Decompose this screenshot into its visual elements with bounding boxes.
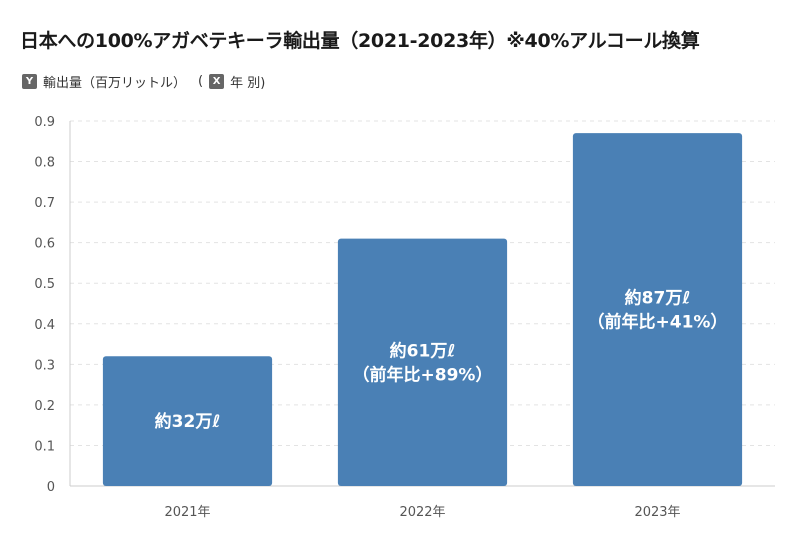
- bar: [102, 356, 273, 486]
- axis-legend-paren: (: [198, 74, 204, 89]
- chart-title: 日本への100%アガベテキーラ輸出量（2021-2023年）※40%アルコール換…: [20, 30, 700, 52]
- bar: [572, 133, 743, 486]
- y-tick-label: 0.6: [34, 237, 55, 252]
- x-tick-label: 2022年: [399, 505, 445, 520]
- bar-data-label: （前年比+41%）: [588, 312, 728, 333]
- y-tick-label: 0.9: [34, 115, 55, 130]
- x-axis-ticks: 2021年 2022年 2023年: [164, 505, 680, 520]
- y-axis-legend-label: 輸出量（百万リットル）: [43, 76, 187, 91]
- y-tick-label: 0.3: [34, 358, 55, 373]
- x-tick-label: 2023年: [634, 505, 680, 520]
- y-axis-badge: Y: [22, 74, 37, 89]
- y-tick-label: 0.7: [34, 196, 55, 211]
- x-axis-badge: X: [209, 74, 225, 89]
- y-tick-label: 0.1: [34, 439, 55, 454]
- x-axis-legend-label: 年 別): [230, 76, 266, 91]
- y-tick-label: 0.5: [34, 277, 55, 292]
- bars: 約32万ℓ 約61万ℓ （前年比+89%） 約87万ℓ （前年比+41%）: [102, 133, 743, 486]
- bar-data-label: 約87万ℓ: [625, 288, 691, 309]
- y-axis-ticks: 0 0.1 0.2 0.3 0.4 0.5 0.6 0.7 0.8 0.9: [34, 115, 55, 495]
- bar: [337, 238, 508, 486]
- y-tick-label: 0.4: [34, 318, 55, 333]
- bar-data-label: （前年比+89%）: [353, 364, 493, 385]
- y-tick-label: 0.8: [34, 156, 55, 171]
- y-tick-label: 0.2: [34, 399, 55, 414]
- bar-data-label: 約32万ℓ: [155, 411, 221, 432]
- x-tick-label: 2021年: [164, 505, 210, 520]
- y-tick-label: 0: [47, 480, 55, 495]
- axis-legend: Y 輸出量（百万リットル） ( X 年 別): [22, 72, 265, 91]
- bar-data-label: 約61万ℓ: [390, 340, 456, 361]
